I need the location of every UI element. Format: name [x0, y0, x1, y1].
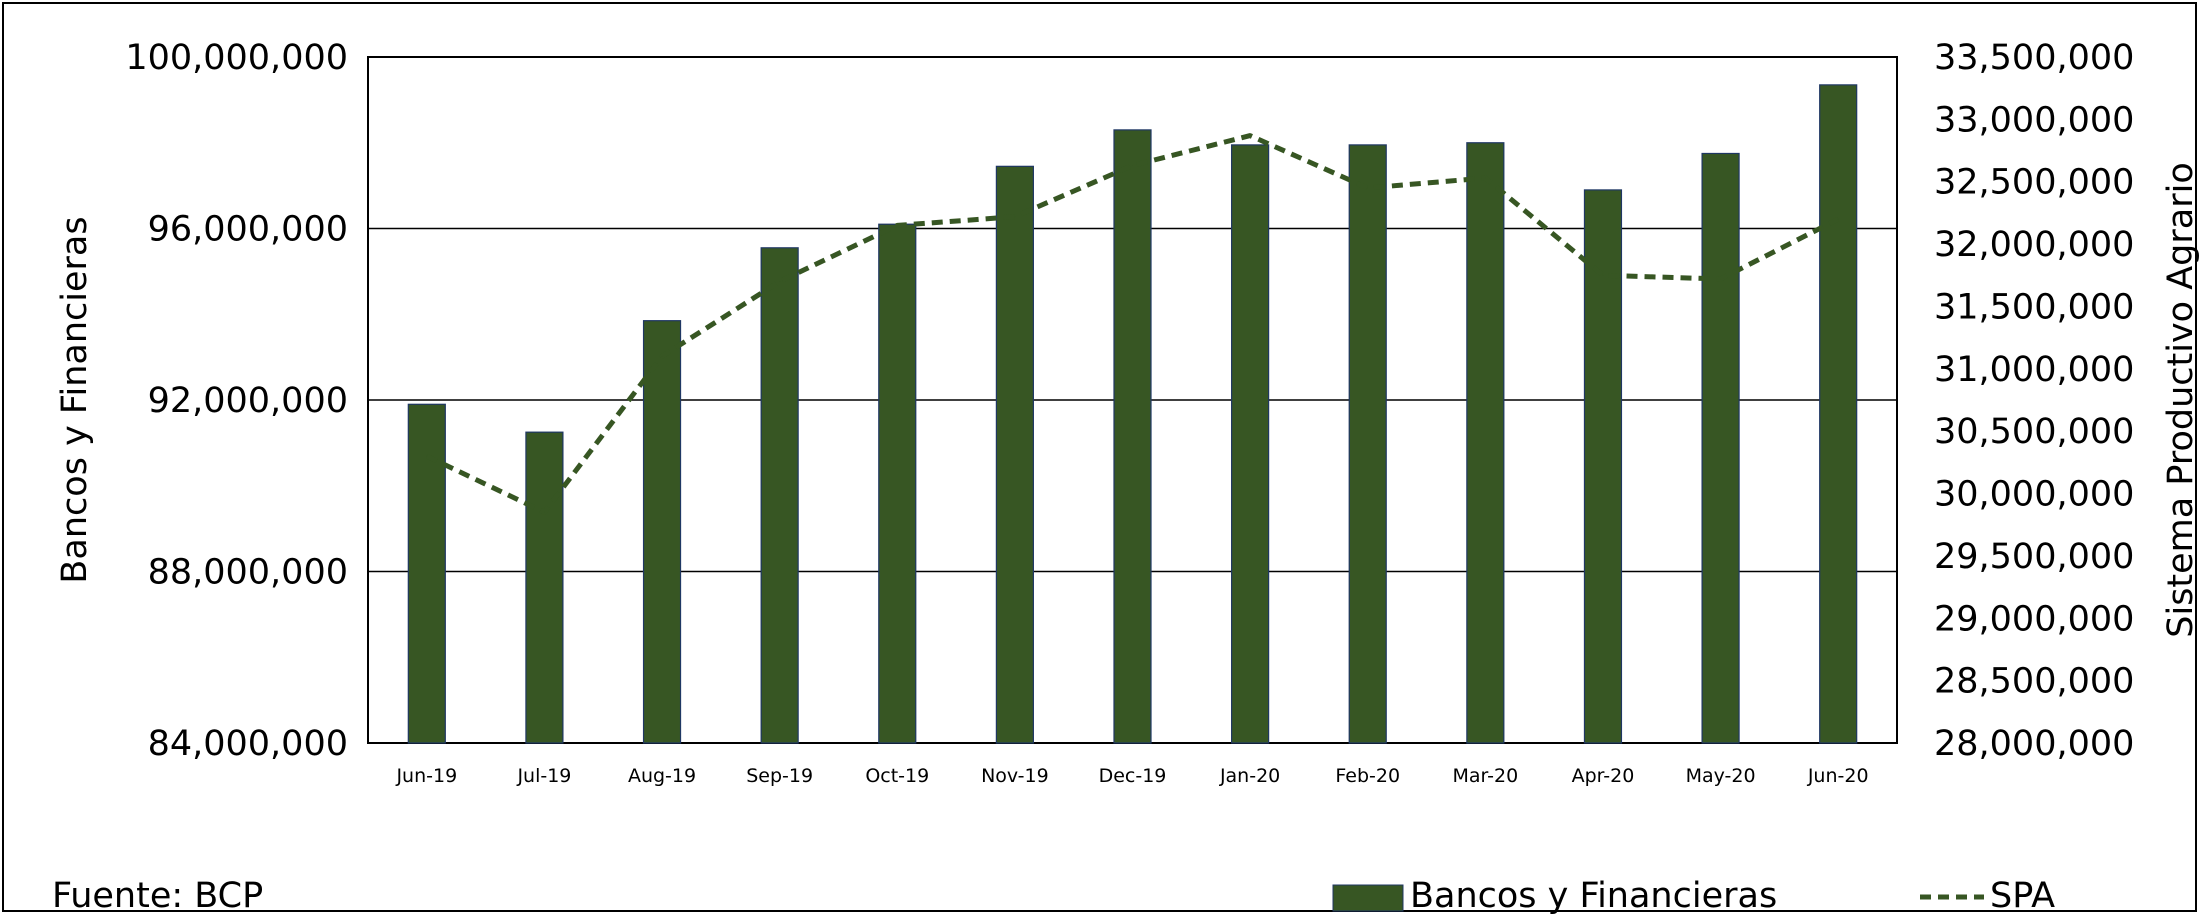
- x-tick-label: Feb-20: [1335, 765, 1400, 787]
- spa-point: [1249, 135, 1251, 137]
- source-note: Fuente: BCP: [52, 876, 263, 914]
- left-axis-ticks: 84,000,000 88,000,000 92,000,000 96,000,000…: [125, 38, 348, 764]
- right-tick-label: 28,500,000: [1934, 662, 2134, 702]
- right-axis-title: Sistema Productivo Agrario: [2161, 162, 2199, 638]
- spa-point: [1484, 177, 1486, 179]
- x-tick-label: Jul-19: [516, 765, 571, 787]
- legend: Bancos y Financieras SPA: [1332, 876, 2055, 914]
- right-tick-label: 29,000,000: [1934, 599, 2134, 639]
- bar: [1701, 152, 1740, 744]
- x-tick-label: Jun-20: [1807, 765, 1869, 787]
- right-tick-label: 29,500,000: [1934, 537, 2134, 577]
- bar: [525, 431, 564, 744]
- x-tick-label: Dec-19: [1099, 765, 1167, 787]
- spa-point: [426, 455, 428, 457]
- bar: [995, 165, 1034, 744]
- x-tick-label: Mar-20: [1453, 765, 1519, 787]
- x-tick-label: Jan-20: [1219, 765, 1280, 787]
- x-tick-label: Apr-20: [1572, 765, 1635, 787]
- spa-point: [1720, 278, 1722, 280]
- bar: [1113, 129, 1152, 744]
- right-tick-label: 32,500,000: [1934, 163, 2134, 203]
- spa-point: [543, 511, 545, 513]
- right-tick-label: 28,000,000: [1934, 724, 2134, 764]
- bar: [642, 320, 682, 744]
- bar: [407, 403, 446, 744]
- combo-chart: 84,000,000 88,000,000 92,000,000 96,000,000…: [52, 38, 2199, 914]
- spa-point: [1837, 218, 1839, 220]
- right-tick-label: 32,000,000: [1934, 225, 2134, 265]
- bar: [1819, 84, 1858, 744]
- left-tick-label: 92,000,000: [148, 381, 348, 421]
- spa-point: [661, 355, 663, 357]
- x-tick-label: Jun-19: [395, 765, 457, 787]
- right-tick-label: 31,500,000: [1934, 287, 2134, 327]
- x-tick-label: May-20: [1686, 765, 1756, 787]
- x-tick-label: Nov-19: [981, 765, 1049, 787]
- right-tick-label: 30,000,000: [1934, 475, 2134, 515]
- spa-point: [779, 281, 781, 283]
- left-axis-title: Bancos y Financieras: [55, 216, 95, 583]
- spa-point: [896, 224, 898, 226]
- bar: [878, 223, 917, 744]
- right-tick-label: 33,500,000: [1934, 38, 2134, 78]
- right-tick-label: 30,500,000: [1934, 412, 2134, 452]
- right-tick-label: 33,000,000: [1934, 100, 2134, 140]
- left-tick-label: 100,000,000: [125, 38, 348, 78]
- x-tick-label: Sep-19: [746, 765, 813, 787]
- spa-point: [1132, 165, 1133, 167]
- bar: [1231, 144, 1270, 744]
- bar: [760, 247, 799, 744]
- left-tick-label: 84,000,000: [148, 724, 348, 764]
- line-series: [425, 133, 1840, 515]
- left-tick-label: 96,000,000: [148, 210, 348, 250]
- right-axis-ticks: 28,000,000 28,500,000 29,000,000 29,500,000…: [1934, 38, 2134, 764]
- bar: [1466, 142, 1505, 744]
- legend-bar-swatch: [1332, 884, 1404, 912]
- spa-point: [1602, 274, 1604, 276]
- left-tick-label: 88,000,000: [148, 553, 348, 593]
- legend-line-label: SPA: [1990, 876, 2055, 914]
- spa-point: [1014, 216, 1016, 218]
- x-tick-label: Aug-19: [628, 765, 696, 787]
- bar-series: [407, 84, 1858, 744]
- bar: [1348, 144, 1387, 744]
- legend-bar-label: Bancos y Financieras: [1410, 876, 1777, 914]
- x-tick-label: Oct-19: [865, 765, 929, 787]
- spa-point: [1367, 187, 1369, 189]
- right-tick-label: 31,000,000: [1934, 350, 2134, 390]
- x-axis-ticks: Jun-19 Jul-19 Aug-19 Sep-19 Oct-19 Nov-19 Dec-…: [395, 765, 1868, 787]
- bar: [1583, 189, 1623, 744]
